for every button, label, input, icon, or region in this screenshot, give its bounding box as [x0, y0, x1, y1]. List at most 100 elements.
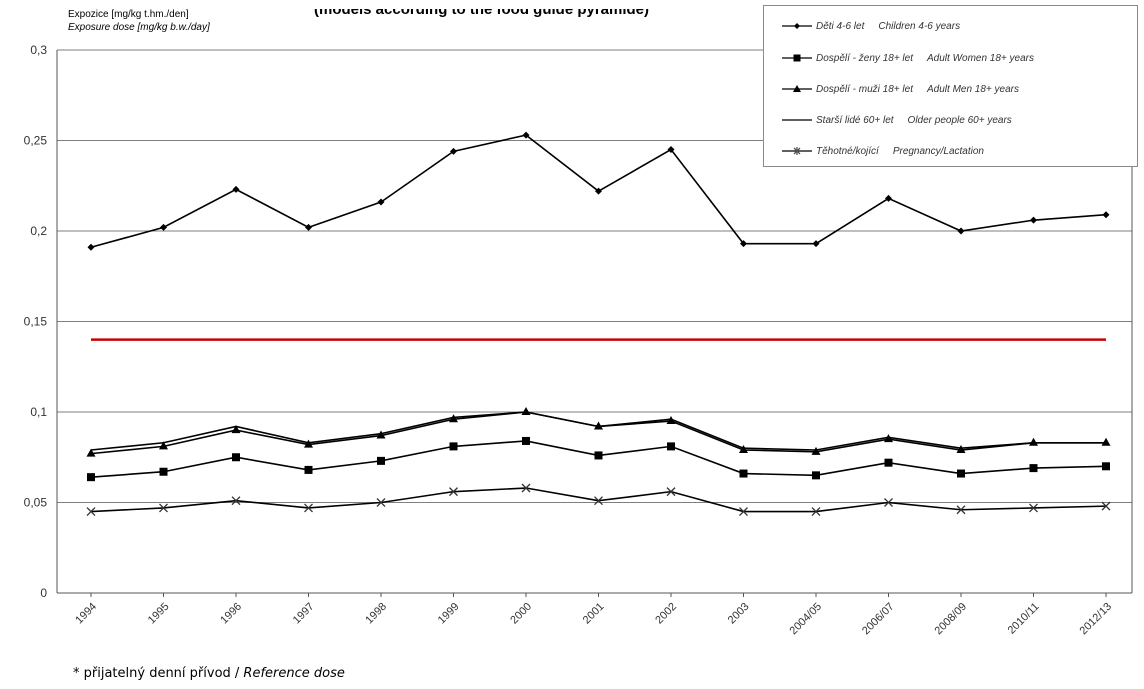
x-tick-label: 2004/05	[788, 601, 825, 638]
data-point	[376, 498, 386, 507]
data-point	[811, 507, 821, 517]
data-point-stroke	[1029, 503, 1038, 513]
legend-item-men: Dospělí - muži 18+ let Adult Men 18+ yea…	[764, 79, 1019, 99]
x-tick-label: 2008/09	[933, 601, 970, 638]
series-0	[87, 131, 1110, 251]
data-point	[304, 439, 313, 448]
legend-label-cz: Těhotné/kojící	[816, 145, 879, 157]
x-tick-label: 2003	[726, 601, 752, 627]
series-3	[90, 411, 1106, 451]
legend-label-en: Adult Women 18+ years	[927, 52, 1034, 64]
legend-label-en: Children 4-6 years	[878, 20, 961, 32]
x-tick-label: 2002	[653, 601, 679, 627]
series-4	[86, 483, 1111, 517]
data-point	[956, 505, 966, 515]
y-axis-label-cz: Expozice [mg/kg t.hm./den]	[68, 9, 189, 20]
diamond-marker-icon	[782, 23, 812, 29]
series-layer	[86, 131, 1111, 517]
data-point	[956, 445, 966, 454]
y-tick-label: 0,05	[24, 496, 48, 510]
data-point	[86, 448, 96, 457]
x-tick-label: 1996	[218, 601, 244, 627]
data-point	[666, 487, 676, 497]
data-point	[86, 507, 96, 517]
data-point	[304, 465, 313, 474]
footnote-cz: * přijatelný denní přívod /	[73, 666, 244, 681]
data-point-stroke	[449, 487, 458, 497]
data-point	[1101, 501, 1111, 511]
y-tick-label: 0,2	[30, 224, 47, 238]
legend-label-cz: Dospělí - ženy 18+ let	[816, 52, 913, 64]
data-point	[87, 473, 95, 482]
data-point	[160, 223, 167, 231]
x-tick-label: 2006/07	[860, 601, 897, 638]
y-tick-label: 0,3	[30, 43, 47, 57]
data-point	[159, 503, 168, 513]
data-point	[1030, 216, 1037, 224]
x-tick-label: 1995	[146, 601, 172, 627]
data-point	[231, 496, 241, 506]
data-point	[1029, 464, 1038, 473]
legend-label-en: Older people 60+ years	[907, 114, 1012, 126]
line-marker-icon	[782, 119, 812, 121]
x-tick-label: 1998	[363, 601, 389, 627]
data-point	[739, 507, 748, 517]
data-point-stroke	[884, 498, 893, 507]
legend-label-cz: Děti 4-6 let	[816, 20, 865, 32]
legend: Děti 4-6 let Children 4-6 years Dospělí …	[763, 5, 1138, 167]
data-point-stroke	[521, 483, 531, 493]
data-point	[739, 469, 748, 478]
data-point	[884, 498, 893, 507]
data-point-stroke	[811, 507, 821, 517]
data-point	[450, 147, 457, 155]
data-point	[811, 446, 821, 455]
data-point	[1102, 462, 1110, 471]
footnote-en: Reference dose	[243, 666, 345, 681]
chart-title: (models according to the food guide pyra…	[314, 9, 774, 23]
triangle-marker-icon	[782, 85, 812, 92]
data-point	[885, 194, 892, 202]
legend-item-pregnancy: Těhotné/kojící Pregnancy/Lactation	[764, 141, 984, 161]
data-point-stroke	[86, 507, 96, 517]
series-2	[86, 407, 1111, 457]
square-marker-icon	[782, 54, 812, 62]
chart-title-line2: (models according to the food guide pyra…	[314, 9, 650, 18]
y-tick-label: 0,25	[24, 134, 48, 148]
gridlines	[57, 49, 1132, 503]
data-point-stroke	[956, 505, 966, 515]
data-point	[449, 442, 458, 451]
data-point	[522, 131, 530, 139]
data-point	[884, 458, 893, 467]
data-point	[667, 442, 675, 451]
x-tick-label: 2001	[581, 601, 607, 627]
data-point-stroke	[594, 496, 603, 506]
data-point	[594, 421, 603, 430]
data-point	[159, 467, 168, 476]
data-point	[449, 487, 458, 497]
x-tick-label: 1994	[73, 601, 99, 627]
axes	[56, 50, 1133, 597]
legend-item-women: Dospělí - ženy 18+ let Adult Women 18+ y…	[764, 48, 1034, 68]
x-tick-label: 2012/13	[1078, 601, 1115, 638]
data-point	[812, 471, 820, 480]
data-point	[812, 240, 820, 248]
legend-label-en: Adult Men 18+ years	[927, 83, 1019, 95]
data-point	[521, 407, 531, 415]
y-axis-label-en: Exposure dose [mg/kg b.w./day]	[68, 22, 210, 33]
data-point	[159, 441, 168, 450]
data-point	[667, 146, 675, 154]
data-point	[957, 469, 965, 478]
data-point	[1029, 503, 1038, 513]
data-point	[1029, 437, 1038, 446]
data-point	[1101, 437, 1111, 446]
data-point	[304, 503, 313, 513]
data-point	[377, 456, 385, 465]
data-point-stroke	[304, 503, 313, 513]
y-tick-label: 0,15	[24, 315, 48, 329]
data-point	[522, 436, 530, 445]
data-point	[740, 240, 747, 248]
data-point	[739, 445, 748, 454]
footnote: * přijatelný denní přívod / Reference do…	[73, 666, 345, 681]
x-tick-label: 1999	[436, 601, 462, 627]
data-point-stroke	[159, 503, 168, 513]
